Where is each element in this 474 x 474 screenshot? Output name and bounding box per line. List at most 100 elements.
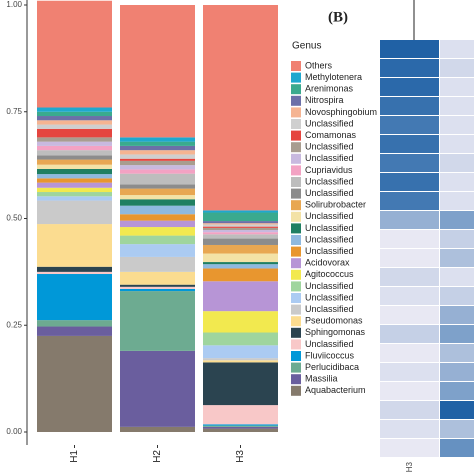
bar-segment	[120, 220, 195, 228]
panel-label: (B)	[328, 9, 348, 25]
bar-segment	[203, 360, 278, 363]
legend-label: Nitrospira	[305, 95, 344, 105]
bar-segment	[37, 124, 112, 129]
bar-segment	[203, 426, 278, 429]
heatmap-cell	[440, 325, 474, 343]
bar-segment	[37, 178, 112, 183]
bar-segment	[203, 281, 278, 312]
bar-segment	[120, 173, 195, 185]
legend-swatch	[291, 177, 301, 187]
bar-segment	[203, 224, 278, 227]
bar-segment	[120, 271, 195, 285]
bar-segment	[120, 227, 195, 236]
bar-segment	[120, 160, 195, 166]
legend-label: Unclassified	[305, 234, 354, 244]
legend-label: Comamonas	[305, 130, 357, 140]
bar-segment	[37, 182, 112, 188]
legend-label: Fluviicoccus	[305, 350, 355, 360]
bar-segment	[203, 238, 278, 245]
bar-segment	[37, 137, 112, 142]
legend-swatch	[291, 385, 301, 396]
legend-swatch	[291, 95, 301, 106]
bar-segment	[120, 288, 195, 292]
legend-swatch	[291, 258, 301, 269]
bar-segment	[203, 234, 278, 239]
bar-segment	[37, 274, 112, 321]
legend-swatch	[291, 269, 301, 280]
legend-label: Unclassified	[305, 304, 354, 314]
legend-label: Cupriavidus	[305, 165, 353, 175]
bar-segment	[37, 174, 112, 179]
bar-segment	[203, 262, 278, 265]
legend-swatch	[291, 188, 301, 199]
heatmap-cell	[440, 59, 474, 77]
bar-segment	[203, 227, 278, 231]
bar-segment	[37, 271, 112, 275]
legend-label: Unclassified	[305, 153, 354, 163]
legend-label: Unclassified	[305, 281, 354, 291]
bar-segment	[37, 116, 112, 121]
heatmap-cell	[440, 211, 474, 229]
heatmap-cell	[380, 344, 439, 362]
legend-label: Novosphingobium	[305, 107, 377, 117]
heatmap-cell	[440, 192, 474, 210]
heatmap-cell	[380, 230, 439, 248]
legend-label: Unclassified	[305, 223, 354, 233]
heatmap-cell	[380, 211, 439, 229]
heatmap-cell	[440, 363, 474, 381]
bar-segment	[120, 188, 195, 196]
bar-segment	[203, 268, 278, 282]
legend-swatch	[291, 61, 301, 71]
bar-segment	[120, 350, 195, 427]
heatmap-cell	[380, 249, 439, 267]
legend-swatch	[291, 130, 301, 141]
heatmap-cell	[380, 382, 439, 400]
legend-label: Pseudomonas	[305, 316, 363, 326]
legend-swatch	[291, 119, 301, 129]
y-tick-label: 0.00	[6, 427, 22, 436]
bar-segment	[120, 256, 195, 272]
bar-segment	[203, 311, 278, 333]
legend-title: Genus	[292, 41, 321, 52]
bar-segment	[120, 137, 195, 142]
heatmap-cell	[380, 439, 439, 457]
heatmap-cell	[380, 306, 439, 324]
heatmap-cell	[380, 40, 439, 58]
heatmap-cell	[380, 173, 439, 191]
bar-segment	[203, 332, 278, 346]
heatmap-cell	[380, 420, 439, 438]
bar-segment	[120, 5, 195, 138]
legend-swatch	[291, 107, 301, 118]
heatmap-cell	[440, 306, 474, 324]
legend-label: Agitococcus	[305, 269, 354, 279]
bar-segment	[120, 158, 195, 161]
legend-swatch	[291, 351, 301, 361]
heatmap-cell	[440, 78, 474, 96]
heatmap-cell	[380, 116, 439, 134]
heatmap-cell	[440, 249, 474, 267]
legend-swatch	[291, 304, 301, 315]
legend-swatch	[291, 72, 301, 83]
heatmap-cell	[380, 325, 439, 343]
bar-segment	[120, 184, 195, 189]
bar-segment	[37, 335, 112, 432]
bar-segment	[203, 226, 278, 228]
bar-segment	[203, 428, 278, 432]
bar-segment	[37, 159, 112, 165]
legend-label: Unclassified	[305, 246, 354, 256]
bar-segment	[120, 235, 195, 245]
heatmap-cell	[440, 154, 474, 172]
bar-segment	[120, 291, 195, 351]
bar-segment	[37, 187, 112, 193]
legend-label: Sphingomonas	[305, 327, 366, 337]
legend-swatch	[291, 362, 301, 373]
legend-label: Unclassified	[305, 211, 354, 221]
legend-label: Others	[305, 60, 333, 70]
bar-segment	[203, 223, 278, 225]
bar-segment	[203, 358, 278, 361]
heatmap-cell	[440, 287, 474, 305]
legend-label: Unclassified	[305, 118, 354, 128]
bar-segment	[37, 120, 112, 125]
heatmap-cell	[440, 230, 474, 248]
bar-segment	[37, 0, 112, 108]
